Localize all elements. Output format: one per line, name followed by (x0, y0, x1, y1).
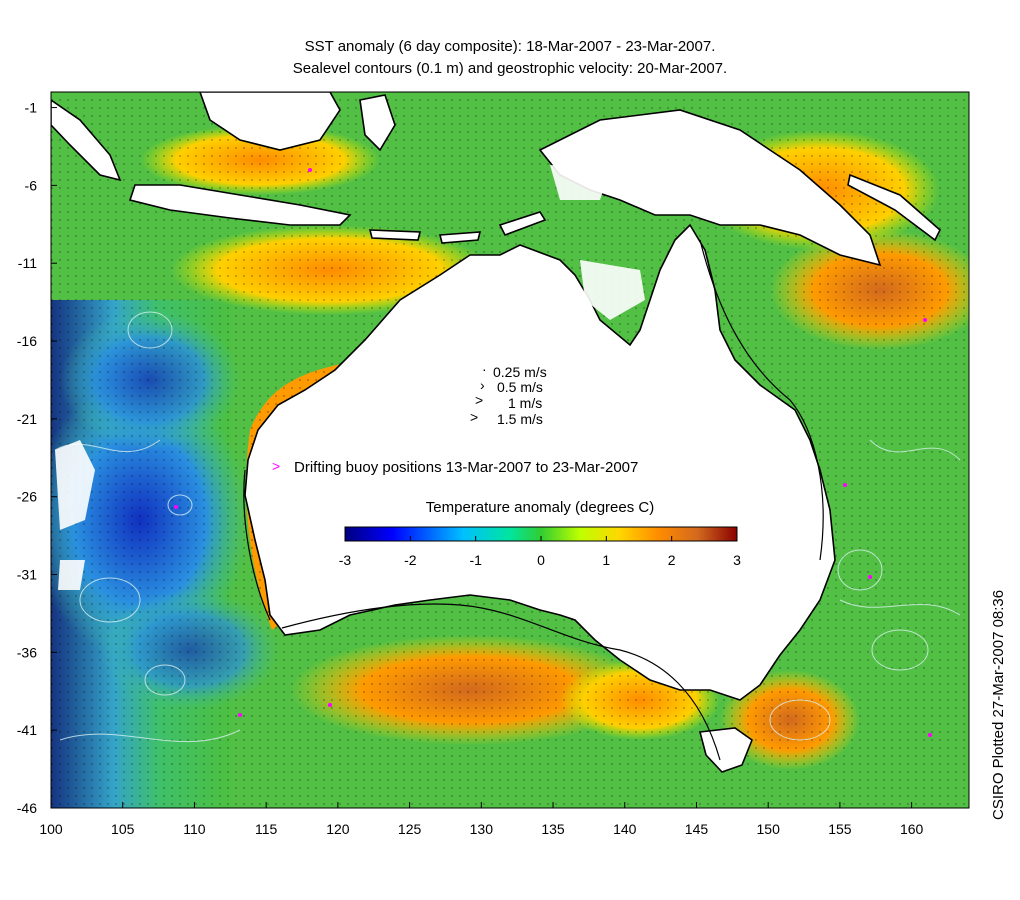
y-tick-label: -31 (17, 567, 37, 583)
new-guinea-landmass (538, 109, 882, 267)
borneo-landmass (199, 92, 341, 151)
x-tick-label: 160 (900, 821, 924, 837)
x-axis: 100 105 110 115 120 125 130 135 140 145 150 155 160 (39, 802, 924, 837)
land-masses (51, 92, 941, 773)
x-tick-label: 120 (326, 821, 350, 837)
plot-frame (50, 91, 970, 809)
x-tick-label: 110 (183, 821, 206, 837)
sulawesi-landmass (359, 94, 396, 152)
colorbar-tick-label: -2 (404, 552, 417, 568)
buoy-legend-marker: > (272, 458, 280, 474)
sst-field (51, 92, 969, 808)
x-tick-label: 105 (111, 821, 135, 837)
x-tick-label: 115 (255, 821, 278, 837)
y-axis: -1 -6 -11 -16 -21 -26 -31 -36 -41 -46 (17, 100, 57, 816)
colorbar-tick-label: -3 (339, 552, 352, 568)
velocity-key-arrow-4: > (470, 409, 478, 425)
plot-credit: CSIRO Plotted 27-Mar-2007 08:36 (990, 589, 1007, 820)
x-tick-label: 135 (541, 821, 565, 837)
y-tick-label: -6 (25, 177, 38, 193)
colorbar-tick-label: 3 (733, 552, 741, 568)
velocity-key-4: 1.5 m/s (497, 411, 543, 427)
x-tick-label: 100 (39, 821, 63, 837)
velocity-legend: · 0.25 m/s › 0.5 m/s > 1 m/s > 1.5 m/s (470, 361, 547, 427)
y-tick-label: -26 (17, 489, 37, 505)
y-tick-label: -46 (17, 800, 37, 816)
title-line-2: Sealevel contours (0.1 m) and geostrophi… (292, 60, 728, 77)
x-tick-label: 130 (470, 821, 494, 837)
sumatra-landmass (51, 99, 122, 182)
velocity-key-arrow-1: · (482, 361, 487, 377)
x-tick-label: 155 (828, 821, 852, 837)
velocity-key-arrow-2: › (480, 377, 485, 393)
buoy-markers (174, 168, 932, 737)
y-tick-label: -11 (18, 255, 37, 271)
x-tick-label: 150 (757, 821, 781, 837)
x-tick-label: 145 (685, 821, 709, 837)
x-tick-label: 125 (398, 821, 422, 837)
velocity-key-1: 0.25 m/s (493, 364, 547, 380)
y-tick-label: -41 (17, 722, 37, 738)
velocity-key-arrow-3: > (475, 392, 483, 408)
y-tick-label: -21 (17, 411, 37, 427)
colorbar-tick-label: -1 (469, 552, 482, 568)
x-tick-label: 140 (613, 821, 637, 837)
java-landmass (128, 184, 352, 226)
velocity-key-3: 1 m/s (508, 395, 542, 411)
cloud-gaps (55, 165, 645, 590)
y-tick-label: -36 (17, 644, 37, 660)
colorbar-title: Temperature anomaly (degrees C) (426, 499, 654, 516)
title-line-1: SST anomaly (6 day composite): 18-Mar-20… (304, 38, 716, 55)
sealevel-contours (54, 311, 961, 743)
y-tick-label: -1 (25, 100, 38, 116)
colorbar-tick-label: 0 (537, 552, 545, 568)
colorbar-tick-label: 2 (668, 552, 676, 568)
velocity-key-2: 0.5 m/s (497, 379, 543, 395)
colorbar-tick-label: 1 (602, 552, 610, 568)
australia-landmass (244, 223, 836, 701)
y-tick-label: -16 (17, 333, 37, 349)
colorbar-ticks: -3 -2 -1 0 1 2 3 (339, 536, 741, 568)
buoy-legend-label: Drifting buoy positions 13-Mar-2007 to 2… (294, 459, 638, 476)
